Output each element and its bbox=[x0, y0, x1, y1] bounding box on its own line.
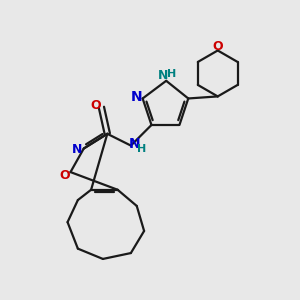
Text: O: O bbox=[212, 40, 223, 53]
Text: N: N bbox=[129, 137, 140, 151]
Text: N: N bbox=[130, 90, 142, 104]
Text: H: H bbox=[137, 143, 147, 154]
Text: N: N bbox=[158, 69, 168, 82]
Text: N: N bbox=[72, 143, 83, 157]
Text: O: O bbox=[90, 99, 101, 112]
Text: O: O bbox=[59, 169, 70, 182]
Text: H: H bbox=[167, 69, 176, 79]
